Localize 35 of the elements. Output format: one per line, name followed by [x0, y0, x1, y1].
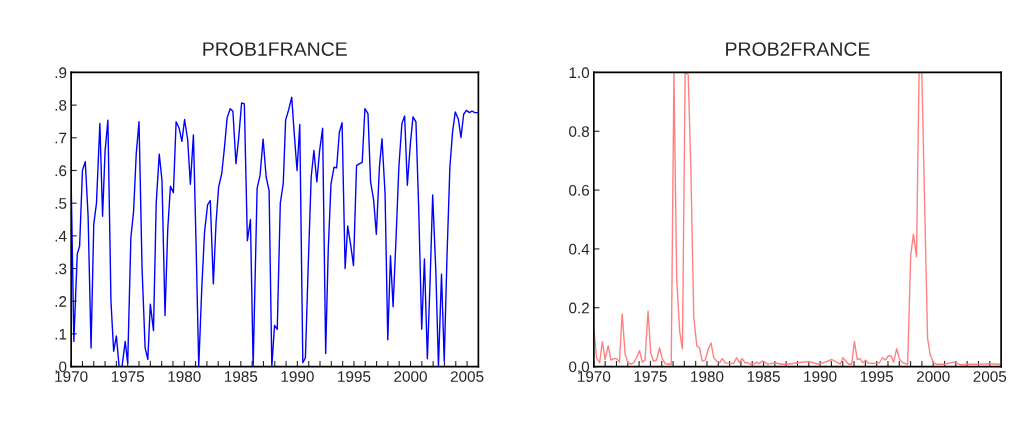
y-tick-label: .9	[55, 67, 67, 79]
y-tick-label: .3	[55, 263, 67, 275]
y-tick-label: 0.6	[569, 184, 590, 196]
chart-title: PROB1FRANCE	[203, 42, 347, 56]
x-tick-label: 1985	[225, 371, 258, 382]
x-tick-label: 2000	[917, 371, 950, 382]
line-series	[593, 72, 1001, 366]
x-tick-label: 2005	[973, 371, 1007, 382]
x-tick-label: 1975	[634, 371, 667, 382]
y-tick-label: 0.0	[569, 361, 590, 373]
y-tick-label: .2	[55, 296, 67, 307]
y-tick-label: .5	[55, 198, 67, 209]
y-tick-label: .0	[55, 361, 67, 373]
y-tick-label: 1.0	[569, 67, 590, 79]
y-tick-label: 0.8	[569, 126, 590, 137]
x-tick-label: 1970	[578, 371, 611, 382]
x-tick-label: 2000	[394, 371, 427, 382]
x-tick-label: 1990	[281, 371, 314, 382]
y-tick-label: 0.2	[569, 302, 589, 314]
x-tick-label: 1985	[747, 371, 780, 382]
y-tick-label: .4	[55, 230, 67, 242]
y-tick-label: .6	[55, 165, 67, 177]
x-tick-label: 1990	[804, 371, 837, 382]
x-tick-label: 1980	[168, 371, 201, 382]
x-tick-label: 1970	[55, 371, 88, 382]
y-tick-label: 0.4	[569, 243, 590, 255]
y-tick-label: .1	[55, 328, 67, 340]
y-tick-label: .8	[55, 99, 67, 111]
x-tick-label: 1975	[111, 371, 145, 382]
x-tick-label: 1995	[860, 371, 894, 382]
y-tick-label: .7	[55, 132, 67, 144]
x-tick-label: 1995	[338, 371, 371, 382]
chart-title: PROB2FRANCE	[726, 42, 870, 56]
x-tick-label: 1980	[691, 371, 724, 382]
x-tick-label: 2005	[450, 371, 484, 382]
